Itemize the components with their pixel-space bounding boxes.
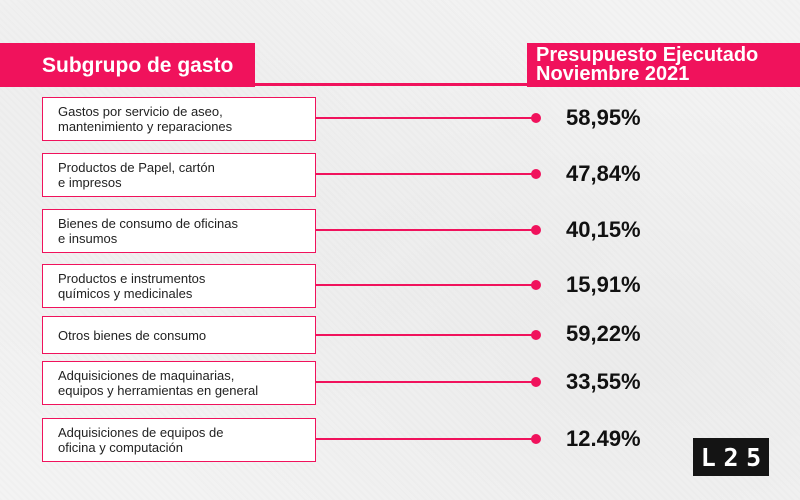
expense-label-line1: Adquisiciones de equipos de bbox=[58, 425, 224, 440]
execution-percentage: 40,15% bbox=[566, 217, 641, 242]
logo-char: L bbox=[700, 442, 716, 472]
connector-dot bbox=[531, 434, 541, 444]
execution-percentage: 12.49% bbox=[566, 426, 641, 451]
connector-line bbox=[316, 334, 536, 336]
execution-percentage: 15,91% bbox=[566, 272, 641, 297]
expense-label-line2: e insumos bbox=[58, 231, 118, 246]
expense-label-box: Adquisiciones de equipos de oficina y co… bbox=[42, 418, 316, 462]
logo-char: 5 bbox=[746, 442, 762, 472]
list-item: Otros bienes de consumo 59,22% bbox=[0, 316, 800, 364]
connector-dot bbox=[531, 113, 541, 123]
connector-dot bbox=[531, 330, 541, 340]
list-item: Adquisiciones de equipos de oficina y co… bbox=[0, 418, 800, 466]
execution-percentage: 58,95% bbox=[566, 105, 641, 130]
expense-label-line1: Bienes de consumo de oficinas bbox=[58, 216, 238, 231]
connector-line bbox=[316, 117, 536, 119]
subgroup-header-title: Subgrupo de gasto bbox=[42, 54, 234, 77]
connector-line bbox=[316, 173, 536, 175]
connector-dot bbox=[531, 225, 541, 235]
header-divider-line bbox=[0, 83, 800, 86]
expense-label-line1: Productos e instrumentos bbox=[58, 271, 206, 286]
l25-logo: L 2 5 bbox=[693, 438, 769, 476]
expense-label-line2: mantenimiento y reparaciones bbox=[58, 119, 233, 134]
expense-label-line2: equipos y herramientas en general bbox=[58, 383, 259, 398]
expense-label-line2: e impresos bbox=[58, 175, 122, 190]
budget-header-title-line2: Noviembre 2021 bbox=[536, 63, 690, 85]
connector-dot bbox=[531, 169, 541, 179]
connector-line bbox=[316, 284, 536, 286]
execution-percentage: 33,55% bbox=[566, 369, 641, 394]
connector-line bbox=[316, 381, 536, 383]
budget-header: Presupuesto Ejecutado Noviembre 2021 bbox=[527, 43, 800, 87]
expense-label-line2: oficina y computación bbox=[58, 440, 184, 455]
expense-label-line1: Adquisiciones de maquinarias, bbox=[58, 368, 235, 383]
connector-line bbox=[316, 229, 536, 231]
expense-label-box: Productos e instrumentos químicos y medi… bbox=[42, 264, 316, 308]
list-item: Adquisiciones de maquinarias, equipos y … bbox=[0, 361, 800, 409]
expense-label-box: Bienes de consumo de oficinas e insumos bbox=[42, 209, 316, 253]
connector-line bbox=[316, 438, 536, 440]
execution-percentage: 59,22% bbox=[566, 321, 641, 346]
connector-dot bbox=[531, 377, 541, 387]
expense-label-box: Gastos por servicio de aseo, mantenimien… bbox=[42, 97, 316, 141]
list-item: Bienes de consumo de oficinas e insumos … bbox=[0, 209, 800, 257]
expense-label-line2: químicos y medicinales bbox=[58, 286, 193, 301]
list-item: Productos de Papel, cartón e impresos 47… bbox=[0, 153, 800, 201]
expense-label-line1: Otros bienes de consumo bbox=[58, 327, 207, 343]
connector-dot bbox=[531, 280, 541, 290]
expense-label-line1: Gastos por servicio de aseo, bbox=[58, 104, 223, 119]
budget-header-title-line1: Presupuesto Ejecutado bbox=[536, 44, 759, 66]
expense-label-box: Adquisiciones de maquinarias, equipos y … bbox=[42, 361, 316, 405]
subgroup-header: Subgrupo de gasto bbox=[0, 43, 255, 87]
list-item: Productos e instrumentos químicos y medi… bbox=[0, 264, 800, 312]
list-item: Gastos por servicio de aseo, mantenimien… bbox=[0, 97, 800, 145]
expense-label-box: Productos de Papel, cartón e impresos bbox=[42, 153, 316, 197]
expense-label-line1: Productos de Papel, cartón bbox=[58, 160, 215, 175]
logo-char: 2 bbox=[723, 442, 739, 472]
expense-label-box: Otros bienes de consumo bbox=[42, 316, 316, 354]
execution-percentage: 47,84% bbox=[566, 161, 641, 186]
